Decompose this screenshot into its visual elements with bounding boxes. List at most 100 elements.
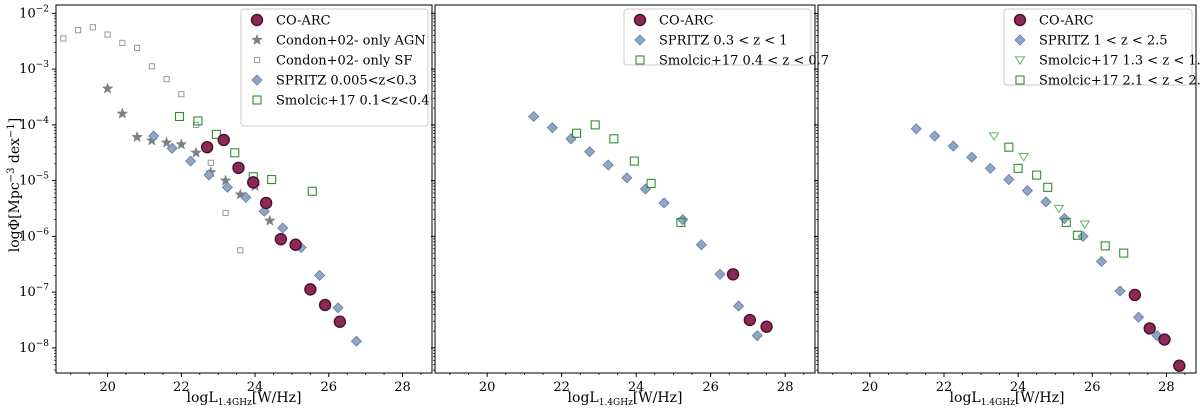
point-smolcic-17-2-1-z-2-5: [1061, 217, 1071, 228]
point-condon-02-only-sf: [163, 76, 170, 83]
panel-1: 20 22 24 26 2810−810−710−610−510−410−310−2lo…: [19, 4, 433, 408]
point-co-arc: [726, 268, 740, 281]
x-axis-label-end: [W/Hz]: [252, 390, 302, 406]
point-smolcic-17-0-4-z-0-7: [572, 128, 582, 138]
series-spritz-1-z-2-5: [910, 123, 1163, 342]
point-co-arc: [1143, 322, 1156, 335]
x-axis-label: logL1.4GHz[W/Hz]: [568, 390, 683, 408]
panel-3: 20 22 24 26 28 logL1.4GHz[W/Hz] CO-ARC SPRITZ 1…: [814, 4, 1200, 408]
point-condon-02-only-sf: [207, 159, 214, 166]
point-spritz-0-005-z-0-3: [350, 335, 362, 347]
point-smolcic-17-2-1-z-2-5: [1032, 170, 1042, 180]
point-spritz-0-005-z-0-3: [332, 302, 344, 314]
point-spritz-0-3-z-1: [751, 330, 763, 342]
legend-marker-spritz-0-3-z-1: [634, 34, 646, 46]
point-spritz-0-3-z-1: [733, 300, 745, 312]
x-axis-label-sub: 1.4GHz: [218, 398, 252, 408]
legend: CO-ARC Condon+02- only AGN Condon+02- only…: [240, 8, 430, 127]
series-co-arc: [726, 268, 773, 333]
legend-box: [623, 8, 812, 66]
y-tick-exponent: −2: [36, 4, 49, 14]
y-tick-exponent: −7: [36, 283, 50, 293]
y-tick-base: 10: [19, 62, 36, 77]
x-axis-label-end: [W/Hz]: [633, 390, 683, 406]
point-smolcic-17-0-1-z-0-4: [174, 111, 185, 122]
y-tick-base: 10: [19, 174, 36, 189]
y-axis-label: logΦ[Mpc−3 dex−1]: [6, 118, 24, 253]
legend-label: SPRITZ 0.3 < z < 1: [659, 34, 788, 49]
y-axis-label-mid: dex: [7, 138, 23, 168]
point-co-arc: [318, 298, 332, 312]
y-tick-base: 10: [19, 118, 36, 133]
point-smolcic-17-2-1-z-2-5: [1043, 182, 1053, 192]
point-smolcic-17-2-1-z-2-5: [1100, 241, 1110, 251]
point-spritz-1-z-2-5: [947, 140, 959, 152]
point-co-arc: [232, 161, 245, 175]
legend-label: SPRITZ 0.005<z<0.3: [276, 74, 417, 89]
x-tick-label: 26: [702, 380, 719, 395]
legend: CO-ARC SPRITZ 1 < z < 2.5 Smolcic+17 1.3 <…: [1003, 8, 1200, 89]
point-smolcic-17-2-1-z-2-5: [1119, 248, 1129, 258]
point-spritz-0-005-z-0-3: [277, 222, 289, 234]
y-axis-label-sup1: −3: [6, 168, 17, 183]
legend-label: CO-ARC: [659, 14, 714, 29]
point-spritz-1-z-2-5: [1114, 285, 1126, 297]
series-smolcic-17-2-1-z-2-5: [1004, 142, 1129, 258]
y-tick-label: 10−4: [19, 116, 49, 133]
point-smolcic-17-0-4-z-0-7: [590, 120, 600, 130]
point-spritz-1-z-2-5: [984, 162, 996, 174]
x-axis-label-main: logL: [568, 390, 599, 406]
series-spritz-0-3-z-1: [528, 110, 763, 342]
legend-marker-spritz-0-005-z-0-3: [251, 74, 263, 86]
point-co-arc: [289, 238, 302, 251]
point-spritz-0-005-z-0-3: [166, 142, 178, 154]
point-spritz-0-3-z-1: [584, 146, 596, 158]
point-smolcic-17-0-4-z-0-7: [609, 134, 619, 144]
point-condon-02-only-sf: [133, 44, 141, 52]
series-smolcic-17-1-3-z-1-7: [988, 132, 1091, 230]
legend-box: [1003, 8, 1193, 86]
legend-label: CO-ARC: [1039, 14, 1094, 29]
legend-marker-co-arc: [250, 13, 264, 27]
point-co-arc: [1173, 359, 1186, 372]
point-smolcic-17-0-1-z-0-4: [211, 129, 221, 139]
point-condon-02-only-sf: [222, 209, 229, 217]
point-condon-02-only-agn: [263, 214, 276, 226]
y-tick-label: 10−3: [19, 60, 49, 77]
legend-marker-spritz-1-z-2-5: [1014, 34, 1026, 46]
point-co-arc: [1158, 333, 1171, 346]
point-spritz-1-z-2-5: [1077, 230, 1089, 242]
x-axis-label-end: [W/Hz]: [1015, 390, 1065, 406]
x-tick-label: 28: [1158, 380, 1175, 395]
x-tick-label: 20: [862, 380, 879, 395]
x-tick-label: 26: [321, 380, 338, 395]
legend-label: SPRITZ 1 < z < 2.5: [1039, 34, 1168, 49]
point-spritz-0-3-z-1: [677, 214, 689, 226]
point-spritz-0-3-z-1: [528, 110, 540, 123]
series-condon-02-only-sf: [60, 24, 244, 254]
y-tick-base: 10: [19, 6, 36, 21]
y-tick-label: 10−7: [19, 283, 49, 300]
x-tick-label: 24: [628, 380, 645, 395]
point-co-arc: [259, 196, 273, 210]
x-tick-label: 20: [479, 380, 496, 395]
legend-marker-condon-02-only-sf: [253, 56, 261, 64]
x-tick-label: 22: [173, 380, 190, 395]
point-spritz-1-z-2-5: [1040, 196, 1052, 208]
y-axis-label-end: ]: [7, 118, 23, 123]
point-spritz-0-005-z-0-3: [240, 191, 252, 203]
y-axis-label-sup2: −1: [6, 123, 17, 138]
y-tick-exponent: −6: [36, 227, 50, 237]
x-tick-label: 26: [1084, 380, 1101, 395]
legend-marker-co-arc: [633, 13, 647, 27]
y-tick-label: 10−8: [19, 339, 49, 356]
y-tick-base: 10: [19, 341, 36, 356]
point-co-arc: [304, 283, 317, 296]
point-smolcic-17-2-1-z-2-5: [1013, 163, 1023, 173]
point-smolcic-17-2-1-z-2-5: [1072, 230, 1082, 240]
point-co-arc: [760, 320, 773, 333]
y-tick-label: 10−6: [19, 227, 49, 244]
point-co-arc: [1128, 288, 1142, 302]
x-axis-label: logL1.4GHz[W/Hz]: [950, 390, 1065, 408]
